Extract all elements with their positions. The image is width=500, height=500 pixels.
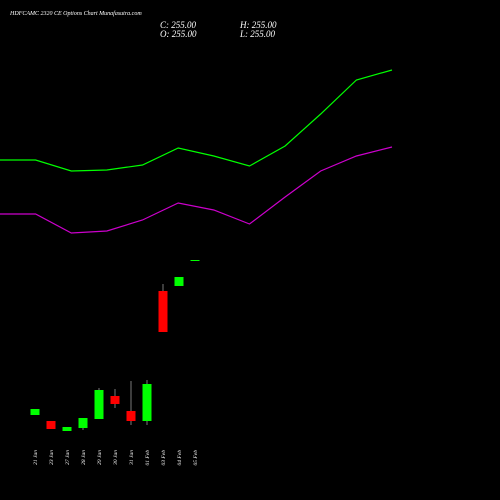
chart-title: HDFCAMC 2320 CE Options Chart Munafasutr…: [9, 10, 142, 17]
x-tick-label: 27 Jan: [65, 450, 71, 465]
x-tick-label: 05 Feb: [193, 450, 199, 466]
candle-body: [30, 409, 40, 415]
candle-body: [94, 390, 104, 419]
close-info: C: 255.00: [160, 20, 197, 30]
x-tick-label: 03 Feb: [161, 450, 167, 466]
low-info: L: 255.00: [239, 29, 276, 39]
x-tick-label: 04 Feb: [176, 450, 183, 466]
x-tick-label: 31 Jan: [129, 450, 135, 466]
x-tick-label: 30 Jan: [113, 450, 119, 466]
candle-body: [142, 384, 152, 421]
high-info: H: 255.00: [239, 20, 277, 30]
x-tick-label: 29 Jan: [97, 450, 103, 465]
overlay-line: [0, 146, 393, 234]
candle-body: [62, 427, 72, 431]
x-tick-label: 21 Jan: [33, 450, 39, 465]
candle-body: [78, 418, 88, 428]
x-tick-label: 28 Jan: [81, 450, 87, 465]
candle-body: [110, 396, 120, 404]
x-tick-label: 01 Feb: [145, 450, 151, 466]
x-tick-label: 23 Jan: [49, 450, 55, 465]
candle-body: [126, 411, 136, 421]
candle-body: [46, 421, 56, 429]
candle-body: [158, 291, 168, 332]
candle-body: [174, 277, 184, 286]
open-info: O: 255.00: [160, 29, 197, 39]
candle-body: [190, 260, 200, 261]
overlay-line: [0, 69, 393, 172]
